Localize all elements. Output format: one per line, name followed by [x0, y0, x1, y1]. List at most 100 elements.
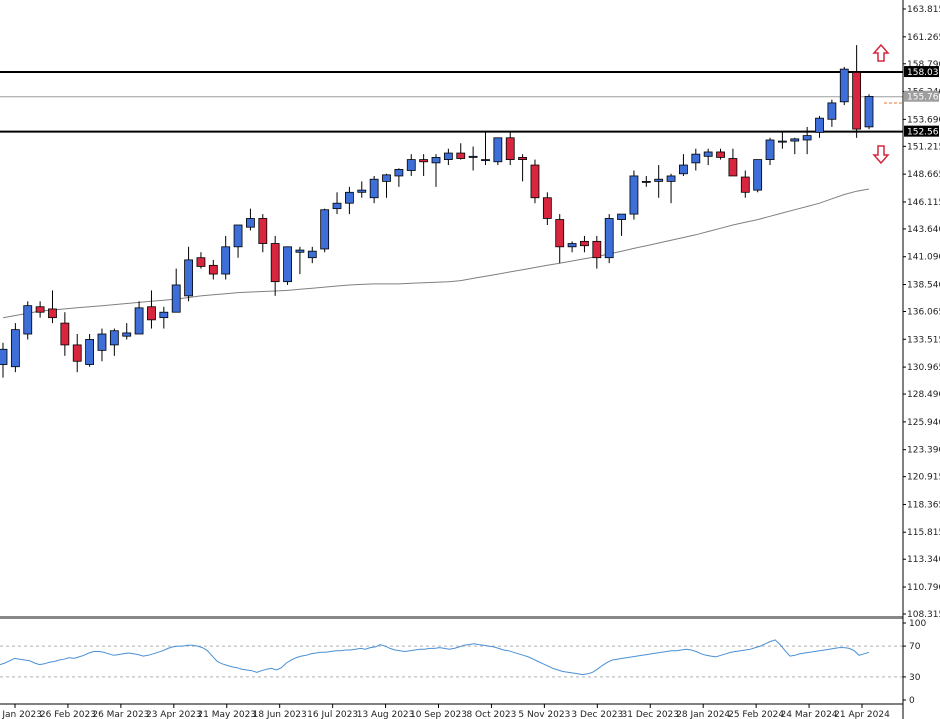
price-tick-label: 146.115	[907, 198, 940, 208]
rsi-tick-label: 70	[909, 642, 921, 652]
candle-body	[778, 140, 787, 143]
rsi-line	[0, 639, 870, 676]
candle	[97, 328, 107, 362]
candle-body	[617, 213, 626, 220]
candle	[369, 175, 379, 204]
price-tag-label: 152.563	[907, 128, 940, 138]
price-tag-box	[904, 125, 939, 137]
down-arrow-icon	[872, 145, 890, 165]
candle-body	[320, 209, 330, 250]
ma-layer	[2, 188, 870, 319]
candle-body	[147, 306, 156, 321]
candle-body	[839, 68, 849, 103]
candle	[295, 246, 305, 275]
annotations-layer	[872, 43, 902, 165]
candle	[307, 246, 317, 264]
candle-body	[443, 152, 453, 160]
candle-body	[357, 189, 367, 193]
time-tick-label: 21 Apr 2024	[834, 710, 890, 719]
candle	[740, 170, 750, 198]
price-tick-label: 123.390	[907, 446, 940, 456]
candle-body	[97, 333, 107, 351]
candle	[530, 159, 540, 204]
candle	[159, 306, 169, 329]
candle-body	[159, 311, 169, 319]
candle-body	[382, 174, 391, 182]
candle-body	[456, 152, 466, 159]
candle-body	[530, 164, 540, 199]
candle	[518, 154, 527, 182]
moving-average-line	[2, 188, 870, 319]
candle	[184, 246, 193, 302]
candle-body	[518, 157, 527, 160]
candle-body	[134, 307, 144, 335]
price-tick-label: 118.365	[907, 500, 940, 510]
candle	[839, 66, 849, 106]
candle	[802, 126, 812, 155]
candle-body	[23, 305, 33, 335]
price-tick-label: 158.790	[907, 60, 940, 70]
candle-body	[703, 151, 713, 157]
candles-layer	[0, 45, 874, 378]
candle-body	[666, 175, 676, 182]
time-tick-label: 5 Nov 2023	[518, 710, 570, 719]
rsi-tick-label: 30	[909, 673, 921, 683]
price-tick-label: 133.515	[907, 335, 940, 345]
candle-body	[604, 218, 614, 259]
candle	[419, 154, 429, 176]
candle	[567, 241, 577, 253]
time-tick-label: 10 Sep 2023	[410, 710, 467, 719]
candle	[48, 290, 57, 324]
candle	[147, 290, 156, 329]
rsi-tick-label: 0	[909, 696, 915, 706]
candle	[35, 301, 45, 318]
candle	[852, 45, 862, 138]
candle-body	[35, 306, 45, 313]
candle-body	[493, 137, 503, 163]
candle-body	[10, 329, 20, 368]
price-tag-label: 158.031	[907, 68, 940, 78]
candle-body	[48, 308, 57, 319]
candle	[332, 192, 342, 215]
candle	[864, 94, 874, 130]
price-tick-label: 148.665	[907, 170, 940, 180]
candle-body	[60, 322, 70, 346]
candle	[827, 99, 837, 127]
candle-body	[307, 250, 317, 259]
candle-body	[332, 202, 342, 210]
candle	[0, 342, 8, 378]
rsi-tick-label: 100	[909, 619, 926, 629]
candle-body	[344, 191, 354, 204]
candle	[394, 168, 404, 187]
candle	[666, 173, 676, 204]
candle	[443, 148, 453, 166]
price-tag-label: 155.766	[907, 93, 940, 103]
price-tick-label: 108.315	[907, 610, 940, 620]
candle-body	[270, 243, 280, 283]
time-tick-label: 18 Jun 2023	[253, 710, 307, 719]
candle	[555, 214, 565, 264]
candle	[246, 208, 255, 231]
candle-body	[109, 330, 119, 346]
candle-body	[233, 224, 243, 248]
time-tick-label: 21 May 2023	[197, 710, 256, 719]
candle	[320, 208, 330, 253]
price-tag-box	[904, 90, 939, 102]
candle	[629, 170, 639, 220]
candle	[221, 235, 231, 280]
candle-body	[691, 153, 701, 164]
price-tick-label: 141.090	[907, 253, 940, 263]
candle	[679, 154, 688, 176]
candle-body	[555, 219, 565, 248]
candle	[654, 165, 664, 198]
candle-body	[295, 249, 305, 253]
candle-body	[864, 95, 874, 128]
candle-body	[505, 137, 515, 160]
candle	[456, 143, 466, 160]
candle	[196, 252, 206, 269]
candle-body	[827, 102, 837, 120]
candle	[542, 192, 552, 226]
time-tick-label: 28 Jan 2024	[676, 710, 730, 719]
candle-body	[394, 169, 404, 177]
candle	[493, 137, 503, 166]
